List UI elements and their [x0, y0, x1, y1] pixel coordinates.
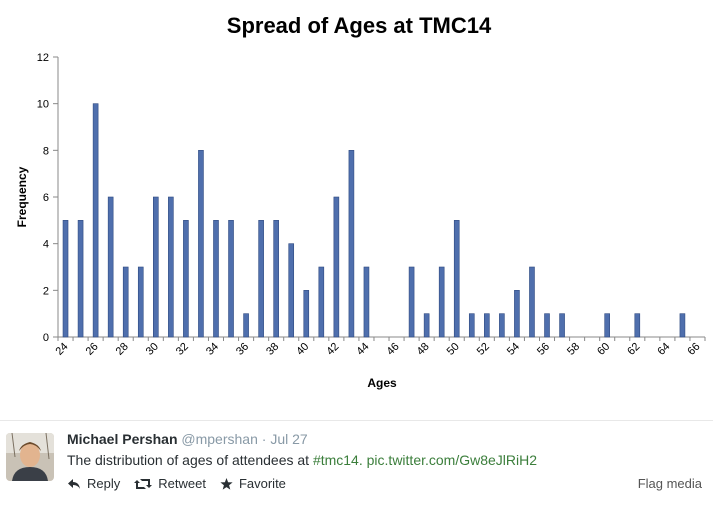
x-tick-label: 48 [415, 341, 432, 358]
reply-label: Reply [87, 476, 121, 491]
bar-age-27 [107, 196, 114, 338]
bar-age-53 [499, 313, 505, 338]
bar-chart: Spread of Ages at TMC14 Frequency Ages 0… [15, 13, 706, 390]
bar-age-49 [438, 266, 445, 338]
bar-age-37 [258, 220, 264, 338]
y-tick-label: 8 [43, 145, 49, 157]
favorite-button[interactable]: Favorite [220, 476, 286, 491]
bar-age-38 [273, 220, 279, 338]
flag-media-link[interactable]: Flag media [637, 476, 702, 491]
x-tick-label: 34 [204, 341, 221, 358]
chart-title: Spread of Ages at TMC14 [227, 13, 492, 38]
bar-age-36 [243, 313, 249, 338]
y-tick-label: 2 [43, 285, 49, 297]
x-tick-label: 40 [294, 341, 311, 358]
bar-age-33 [198, 150, 204, 338]
retweet-button[interactable]: Retweet [134, 476, 206, 491]
bar-age-54 [514, 290, 520, 338]
date-separator: · [261, 431, 267, 447]
x-tick-label: 58 [565, 341, 582, 358]
reply-button[interactable]: Reply [67, 476, 120, 491]
author-handle[interactable]: @mpershan [181, 431, 258, 447]
x-tick-label: 54 [505, 341, 522, 358]
author-name[interactable]: Michael Pershan [67, 431, 178, 447]
x-tick-label: 38 [264, 341, 281, 358]
chart-area: Spread of Ages at TMC14 Frequency Ages 0… [15, 13, 706, 390]
bar-age-40 [303, 290, 310, 338]
x-tick-label: 36 [234, 341, 251, 358]
bar-age-60 [604, 313, 611, 338]
tweet-date[interactable]: Jul 27 [270, 431, 308, 447]
bar-age-50 [453, 220, 460, 338]
tweet-header: Michael Pershan @mpershan · Jul 27 [67, 431, 308, 447]
x-tick-label: 60 [595, 341, 612, 358]
bar-age-55 [529, 266, 535, 338]
bar-age-39 [288, 243, 295, 338]
reply-icon [67, 478, 81, 490]
x-ticks: 24 26 28 30 32 34 36 38 40 42 44 46 48 50 52 54 56 58 60 62… [53, 337, 706, 358]
x-tick-label: 52 [475, 341, 492, 358]
bar-age-34 [213, 220, 219, 338]
bar-age-29 [137, 266, 144, 338]
bar-age-57 [559, 313, 565, 338]
y-axis-label: Frequency [15, 166, 29, 227]
bar-age-44 [363, 266, 370, 338]
favorite-label: Favorite [238, 476, 286, 491]
y-tick-label: 6 [43, 192, 49, 204]
bar-age-42 [333, 196, 340, 338]
star-icon [220, 477, 233, 490]
x-tick-label: 46 [385, 341, 402, 358]
bar-age-47 [408, 266, 415, 338]
x-tick-label: 30 [144, 341, 161, 358]
y-tick-label: 10 [37, 99, 49, 111]
x-tick-label: 32 [174, 341, 191, 358]
x-tick-label: 62 [625, 341, 642, 358]
bar-age-41 [318, 266, 325, 338]
bar-age-52 [484, 313, 490, 338]
bar-age-25 [77, 220, 84, 338]
bar-age-48 [423, 313, 430, 338]
x-tick-label: 56 [535, 341, 552, 358]
x-tick-label: 24 [53, 341, 70, 358]
x-axis-label: Ages [367, 376, 397, 390]
x-tick-label: 42 [324, 341, 341, 358]
x-tick-label: 28 [114, 341, 131, 358]
tweet-text-prefix: The distribution of ages of attendees at [67, 452, 313, 468]
hashtag-link[interactable]: #tmc14. [312, 452, 363, 468]
y-ticks: 0 2 4 6 8 10 12 [37, 52, 58, 344]
x-tick-label: 26 [84, 341, 101, 358]
x-tick-label: 66 [685, 341, 702, 358]
tweet-actions: Reply Retweet Favorite [67, 476, 286, 491]
bar-age-62 [634, 313, 641, 338]
bar-age-35 [228, 220, 234, 338]
retweet-label: Retweet [158, 476, 206, 491]
bar-age-65 [679, 313, 686, 338]
bar-age-28 [122, 266, 129, 338]
bar-age-51 [468, 313, 475, 338]
tweet-text: The distribution of ages of attendees at… [67, 452, 537, 468]
y-tick-label: 4 [43, 239, 49, 251]
bar-age-26 [92, 103, 99, 338]
bar-age-32 [183, 220, 189, 338]
x-tick-label: 44 [354, 341, 371, 358]
y-tick-label: 12 [37, 52, 49, 64]
x-tick-label: 50 [445, 341, 462, 358]
avatar[interactable] [6, 433, 54, 481]
bar-age-30 [153, 196, 159, 338]
bar-age-56 [544, 313, 550, 338]
pic-link[interactable]: pic.twitter.com/Gw8eJlRiH2 [366, 452, 538, 468]
bar-age-31 [168, 196, 174, 338]
bar-age-43 [348, 150, 355, 338]
y-tick-label: 0 [43, 332, 49, 344]
retweet-icon [134, 478, 153, 490]
x-tick-label: 64 [655, 341, 672, 358]
bar-age-24 [62, 220, 69, 338]
chart-bars [62, 103, 686, 338]
tweet-card: Michael Pershan @mpershan · Jul 27 The d… [0, 420, 713, 508]
